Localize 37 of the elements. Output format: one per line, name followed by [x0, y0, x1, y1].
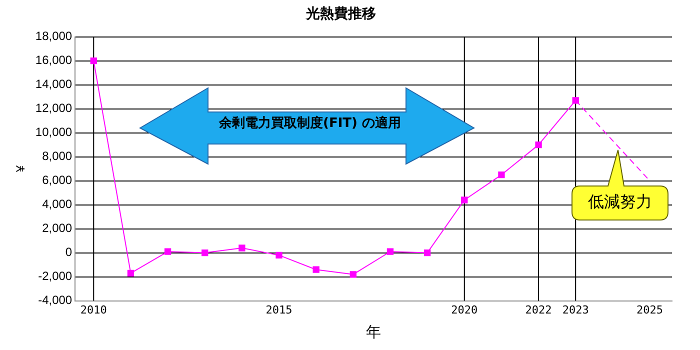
y-tick-label: 8,000 — [42, 149, 72, 164]
x-axis-title: 年 — [366, 324, 382, 342]
y-tick-label: 18,000 — [35, 29, 72, 44]
y-tick-label: 2,000 — [42, 221, 72, 236]
y-tick-label: 0 — [65, 245, 72, 260]
chart-title: 光熱費推移 — [305, 6, 376, 22]
point — [498, 171, 505, 178]
point — [202, 249, 208, 256]
point — [164, 248, 172, 255]
y-tick-label: 6,000 — [42, 173, 72, 188]
x-tick-label: 2020 — [451, 303, 478, 316]
point — [424, 249, 431, 256]
point — [276, 252, 282, 259]
x-tick-label: 2023 — [562, 303, 589, 316]
point — [90, 57, 97, 64]
point — [350, 271, 356, 278]
point — [535, 141, 542, 148]
y-tick-label: -4,000 — [38, 293, 72, 308]
point — [312, 266, 320, 273]
point — [238, 244, 246, 252]
y-tick-label: 14,000 — [35, 77, 72, 92]
y-tick-label: -2,000 — [38, 269, 72, 284]
point — [127, 270, 134, 277]
y-tick-label: 10,000 — [35, 125, 72, 140]
y-tick-label: 4,000 — [42, 197, 72, 212]
point — [572, 97, 579, 104]
x-tick-label: 2022 — [525, 303, 552, 316]
x-tick-label: 2025 — [636, 303, 664, 316]
point — [461, 196, 468, 204]
annotation: 低減努力 — [587, 192, 653, 213]
y-axis-title: ¥ — [14, 165, 28, 174]
x-tick-label: 2015 — [266, 303, 292, 316]
point — [386, 248, 394, 255]
x-tick-label: 2010 — [80, 303, 107, 316]
annotation: 余剰電力買取制度(FIT) の適用 — [218, 114, 402, 132]
y-tick-label: 12,000 — [35, 101, 72, 116]
y-tick-label: 16,000 — [35, 53, 72, 68]
